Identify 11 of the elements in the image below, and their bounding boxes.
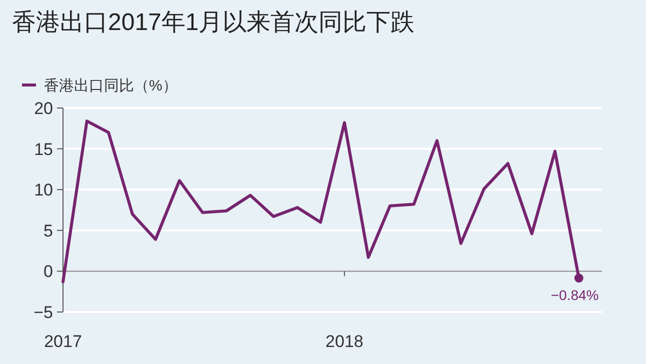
y-tick-label: 0 — [44, 262, 53, 282]
annotation: −0.84% — [550, 287, 599, 304]
y-tick-label: −5 — [34, 302, 53, 322]
chart-title: 香港出口2017年1月以来首次同比下跌 — [12, 9, 415, 36]
y-tick-label: 15 — [34, 140, 53, 159]
y-tick-label: 20 — [34, 98, 53, 118]
legend-label: 香港出口同比（%） — [44, 77, 178, 94]
y-tick-label: 5 — [44, 221, 53, 240]
x-tick-label: 2017 — [44, 332, 82, 351]
x-tick-label: 2018 — [326, 332, 364, 351]
y-tick-label: 10 — [34, 180, 53, 200]
